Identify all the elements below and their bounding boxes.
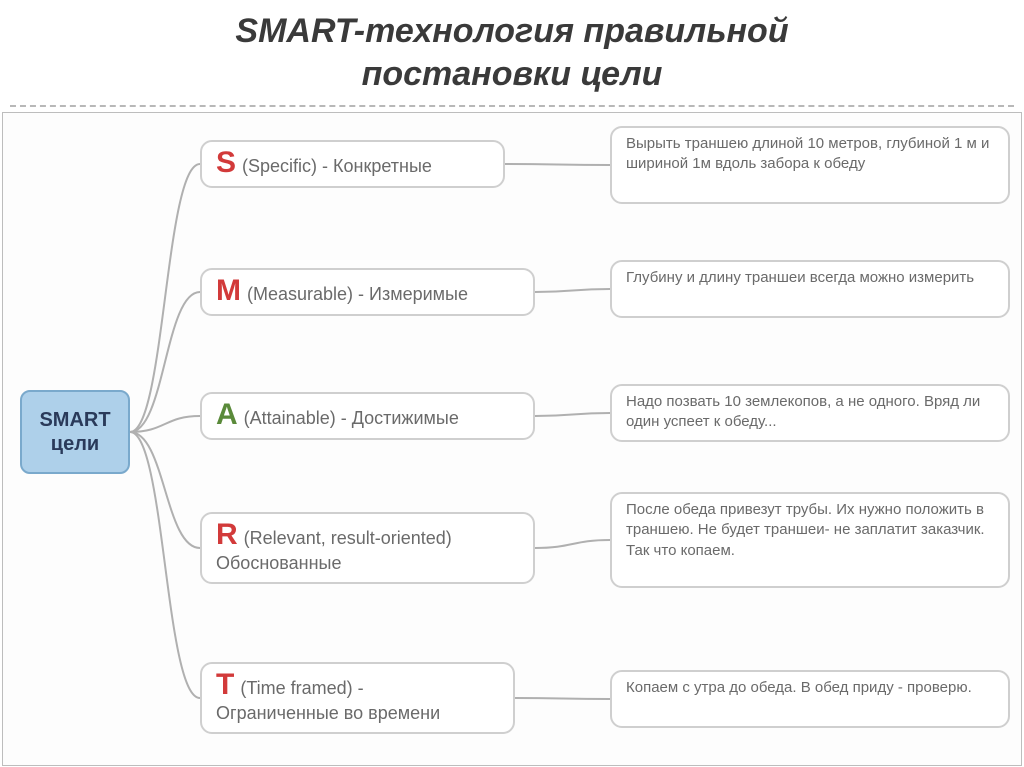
criterion-a: A (Attainable) - Достижимые (200, 392, 535, 440)
letter-m: M (216, 276, 241, 306)
example-m: Глубину и длину траншеи всегда можно изм… (610, 260, 1010, 318)
criterion-russian: Обоснованные (216, 553, 341, 574)
example-r: После обеда привезут трубы. Их нужно пол… (610, 492, 1010, 588)
root-line-2: цели (34, 432, 116, 456)
title-line-1: SMART-технология правильной (235, 12, 788, 50)
criterion-label: (Attainable) - Достижимые (244, 408, 459, 429)
criterion-russian: Ограниченные во времени (216, 703, 440, 724)
example-a: Надо позвать 10 землекопов, а не одного.… (610, 384, 1010, 442)
criterion-m: M (Measurable) - Измеримые (200, 268, 535, 316)
letter-s: S (216, 148, 236, 178)
example-s: Вырыть траншею длиной 10 метров, глубино… (610, 126, 1010, 204)
criterion-english: (Relevant, result-oriented) (244, 528, 452, 549)
criterion-label: (Measurable) - Измеримые (247, 284, 468, 305)
criterion-english: (Time framed) - (240, 678, 363, 699)
example-t: Копаем с утра до обеда. В обед приду - п… (610, 670, 1010, 728)
root-node: SMART цели (20, 390, 130, 474)
criterion-t: T (Time framed) - Ограниченные во времени (200, 662, 515, 734)
criterion-label: (Specific) - Конкретные (242, 156, 432, 177)
letter-a: A (216, 400, 238, 430)
letter-t: T (216, 670, 234, 700)
criterion-s: S (Specific) - Конкретные (200, 140, 505, 188)
root-line-1: SMART (34, 408, 116, 432)
title-line-2: постановки цели (362, 55, 663, 93)
title-divider (10, 105, 1014, 107)
criterion-r: R (Relevant, result-oriented) Обоснованны… (200, 512, 535, 584)
letter-r: R (216, 520, 238, 550)
page-title: SMART-технология правильной постановки ц… (0, 0, 1024, 101)
